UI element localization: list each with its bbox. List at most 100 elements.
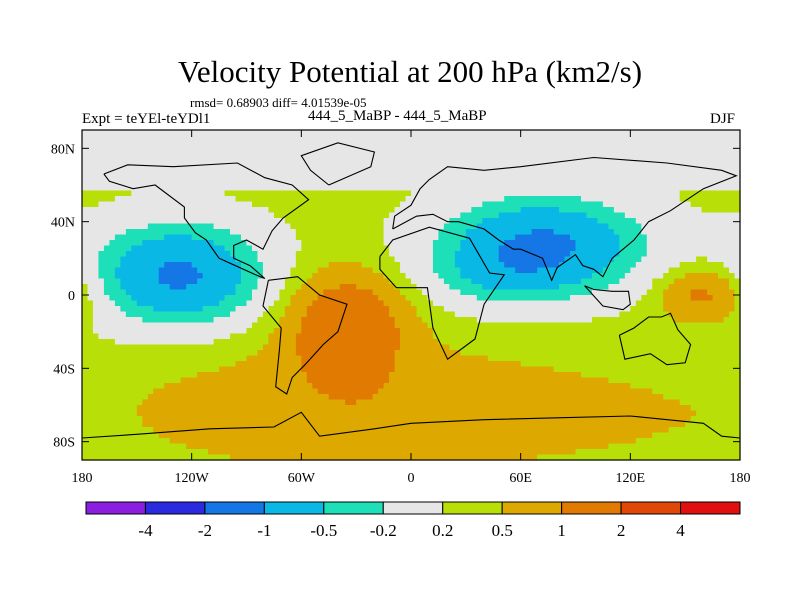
field-cell xyxy=(613,229,642,236)
colorbar-label: 0.5 xyxy=(492,521,513,540)
field-cell xyxy=(460,350,741,357)
field-cell xyxy=(498,251,571,258)
field-cell xyxy=(257,284,286,291)
field-cell xyxy=(432,267,461,274)
field-cell xyxy=(432,262,456,269)
field-cell xyxy=(460,240,505,247)
field-cell xyxy=(202,306,237,313)
field-cell xyxy=(82,207,270,214)
field-cell xyxy=(114,234,165,241)
field-cell xyxy=(685,421,741,428)
field-cell xyxy=(268,339,297,346)
field-cell xyxy=(125,289,237,296)
field-cell xyxy=(674,317,725,324)
field-cell xyxy=(295,256,396,263)
field-cell xyxy=(158,432,653,439)
field-cell xyxy=(504,262,560,269)
field-cell xyxy=(290,267,319,274)
colorbar-label: -0.5 xyxy=(310,521,337,540)
field-cell xyxy=(482,201,604,208)
field-cell xyxy=(394,366,555,373)
field-cell xyxy=(383,223,445,230)
field-cell xyxy=(383,229,440,236)
field-cell xyxy=(98,333,231,340)
axes: 180 120W 60W 0 60E 120E 180 80N 40N 0 40S 80S xyxy=(51,130,751,486)
field-cell xyxy=(241,267,264,274)
field-cell xyxy=(98,201,253,208)
field-cell xyxy=(646,289,664,296)
field-cell xyxy=(82,278,105,285)
field-cell xyxy=(186,443,610,450)
field-cell xyxy=(213,240,248,247)
field-cell xyxy=(383,273,407,280)
field-cell xyxy=(82,229,127,236)
field-cell xyxy=(257,278,286,285)
field-cell xyxy=(82,306,94,313)
field-cell xyxy=(262,262,297,269)
x-tick-label: 120E xyxy=(616,471,646,486)
field-cell xyxy=(718,273,736,280)
field-cell xyxy=(82,240,111,247)
field-cell xyxy=(153,306,204,313)
colorbar-swatch xyxy=(144,501,206,515)
field-cell xyxy=(164,383,313,390)
coastline xyxy=(262,276,348,395)
field-cell xyxy=(389,372,582,379)
field-cell xyxy=(646,251,741,258)
field-cell xyxy=(279,295,291,302)
field-cell xyxy=(432,333,741,340)
field-cell xyxy=(400,339,440,346)
field-cell xyxy=(295,350,396,357)
experiment-label: Expt = teYEl-teYDl1 xyxy=(82,111,211,127)
field-cell xyxy=(411,278,445,285)
field-cell xyxy=(82,383,165,390)
field-cell xyxy=(82,152,741,159)
field-cell xyxy=(498,212,588,219)
field-cell xyxy=(131,245,226,252)
field-cell xyxy=(438,273,461,280)
field-cell xyxy=(98,273,116,280)
field-cell xyxy=(652,284,670,291)
field-cell xyxy=(690,295,714,302)
colorbar-swatch xyxy=(204,501,265,515)
field-cell xyxy=(575,240,620,247)
field-cell xyxy=(400,289,423,296)
field-cell xyxy=(251,201,401,208)
field-cell xyxy=(537,454,741,461)
field-cell xyxy=(400,333,434,340)
field-cell xyxy=(235,306,270,313)
field-cell xyxy=(608,377,741,384)
field-cell xyxy=(273,328,302,335)
field-cell xyxy=(230,311,264,318)
field-cell xyxy=(82,157,741,164)
field-cell xyxy=(443,278,472,285)
colorbar-swatch xyxy=(501,501,563,515)
field-cell xyxy=(400,262,434,269)
coastline xyxy=(300,142,376,186)
field-cell xyxy=(734,289,741,296)
field-cell xyxy=(103,278,121,285)
field-cell xyxy=(438,339,741,346)
field-cell xyxy=(268,333,297,340)
field-cell xyxy=(591,289,648,296)
field-cell xyxy=(652,388,741,395)
field-cell xyxy=(82,344,264,351)
field-cell xyxy=(712,295,736,302)
field-cell xyxy=(208,449,577,456)
field-cell xyxy=(630,267,670,274)
field-cell xyxy=(356,284,396,291)
field-cell xyxy=(668,284,730,291)
colorbar-label: 4 xyxy=(676,521,685,540)
field-cell xyxy=(257,256,297,263)
field-cell xyxy=(295,333,401,340)
field-cell xyxy=(432,328,741,335)
field-cell xyxy=(92,306,121,313)
field-cell xyxy=(383,218,450,225)
field-cell xyxy=(295,234,385,241)
colorbar-swatch xyxy=(85,501,146,515)
field-cell xyxy=(114,339,215,346)
field-cell xyxy=(82,333,100,340)
field-cell xyxy=(613,256,642,263)
field-cell xyxy=(241,278,259,285)
field-cell xyxy=(608,223,642,230)
